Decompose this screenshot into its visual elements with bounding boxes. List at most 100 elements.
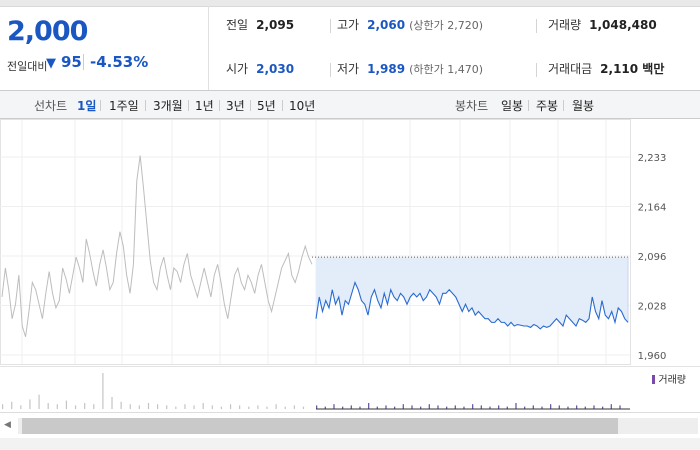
volume-bar-today [446, 406, 448, 409]
y-tick-label: 2,233 [638, 153, 667, 164]
upper-limit: (상한가 2,720) [409, 19, 483, 32]
volume-bar-previous [239, 405, 241, 409]
volume-bar-previous [248, 406, 250, 409]
volume-bar-today [489, 406, 491, 409]
volume-bar-previous [184, 404, 186, 409]
divider [330, 19, 331, 33]
volume-bar-today [385, 405, 387, 409]
volume-bar-previous [193, 405, 195, 409]
volume-bar-previous [220, 406, 223, 409]
current-price: 2,000 [7, 16, 88, 47]
volume-bar-today [472, 404, 474, 409]
volume-bar-previous [102, 373, 104, 409]
candle-daily-tab[interactable]: 일봉 [501, 99, 524, 113]
volume-bar-previous [257, 405, 259, 409]
volume-bar-today [576, 405, 578, 409]
divider [250, 100, 251, 111]
volume-bar-today [454, 405, 456, 409]
volume-bar-previous [120, 401, 122, 409]
volume-panel: 거래량 [0, 366, 700, 411]
volume-bar-previous [38, 394, 40, 409]
divider [536, 19, 537, 33]
volume-bar-previous [211, 405, 213, 409]
lower-limit: (하한가 1,470) [409, 63, 483, 76]
prev-close-label: 전일 [226, 18, 249, 32]
divider [83, 54, 84, 70]
divider [100, 100, 101, 111]
low-label: 저가 [337, 62, 360, 76]
today-area-fill [316, 257, 628, 329]
volume-bar-today [324, 406, 326, 409]
divider [563, 100, 564, 111]
prev-close-value: 2,095 [256, 18, 295, 32]
volume-bar-previous [20, 405, 22, 409]
quote-summary: 2,000 전일대비 ▼ 95 -4.53% 전일 2,095 고가 2,060 (상… [0, 6, 700, 91]
period-3m-tab[interactable]: 3개월 [153, 99, 183, 113]
candle-chart-label: 봉차트 [455, 99, 489, 113]
candle-monthly-tab[interactable]: 월봉 [572, 99, 595, 113]
y-tick-label: 1,960 [638, 351, 667, 362]
volume-bar-today [524, 406, 526, 409]
y-tick-label: 2,164 [638, 203, 667, 214]
volume-bar-today [350, 405, 352, 409]
price-box: 2,000 전일대비 ▼ 95 -4.53% [0, 6, 209, 90]
volume-bar-previous [29, 399, 31, 409]
volume-bar-today [359, 406, 361, 409]
bottom-bar [0, 438, 700, 450]
period-1w-tab[interactable]: 1주일 [109, 99, 139, 113]
y-tick-label: 2,028 [638, 302, 667, 313]
low-value: 1,989 [367, 62, 406, 76]
period-1y-tab[interactable]: 1년 [195, 99, 214, 113]
volume-bar-previous [84, 403, 86, 409]
period-5y-tab[interactable]: 5년 [257, 99, 276, 113]
volume-bar-today [394, 406, 396, 409]
scroll-thumb[interactable] [22, 418, 618, 434]
chart-scrollbar[interactable]: ◀ [0, 412, 700, 439]
volume-bar-previous [65, 400, 68, 409]
divider [536, 63, 537, 77]
prev-close: 전일 2,095 [226, 16, 294, 33]
volume-bar-today [498, 405, 500, 409]
volume-chart [2, 373, 630, 410]
scroll-left-arrow-icon[interactable]: ◀ [4, 420, 11, 430]
down-arrow-icon: ▼ [46, 56, 56, 71]
period-1d-tab[interactable]: 1일 [77, 99, 97, 113]
volume-value: 1,048,480 [589, 18, 657, 32]
candle-weekly-tab[interactable]: 주봉 [536, 99, 559, 113]
volume-bar-previous [47, 403, 49, 409]
volume-bar-today [411, 405, 413, 409]
day-low: 저가 1,989 (하한가 1,470) [337, 60, 483, 77]
divider [282, 100, 283, 111]
volume-legend-label: 거래량 [658, 375, 686, 386]
volume-bar-previous [93, 404, 95, 409]
line-chart-label: 선차트 [34, 99, 68, 113]
volume-bar-today [368, 403, 370, 409]
volume-bar-today [316, 405, 318, 409]
volume-bar-today [558, 405, 560, 409]
plot-frame [0, 119, 631, 365]
volume-bar-previous [11, 401, 13, 409]
change-percent: -4.53% [90, 53, 149, 71]
volume-bar-previous [2, 404, 4, 409]
today-price-line [315, 280, 629, 330]
volume-bar-today [463, 406, 465, 409]
divider [145, 100, 146, 111]
previous-session-line [1, 155, 313, 338]
volume-bar-previous [129, 404, 131, 409]
period-3y-tab[interactable]: 3년 [226, 99, 245, 113]
period-10y-tab[interactable]: 10년 [289, 99, 316, 113]
volume-bar-today [619, 405, 621, 409]
volume-bar-previous [111, 397, 113, 409]
volume-bar-today [550, 404, 552, 409]
high-value: 2,060 [367, 18, 406, 32]
volume-bar-today [437, 405, 439, 409]
volume-bar-previous [166, 405, 168, 409]
volume-bar-today [593, 405, 595, 409]
volume: 거래량 1,048,480 [548, 16, 657, 33]
volume-bar-previous [74, 405, 77, 409]
volume-bar-today [428, 404, 430, 409]
volume-bar-previous [284, 406, 286, 409]
divider [330, 63, 331, 77]
divider [528, 100, 529, 111]
change-amount: 95 [61, 53, 82, 71]
